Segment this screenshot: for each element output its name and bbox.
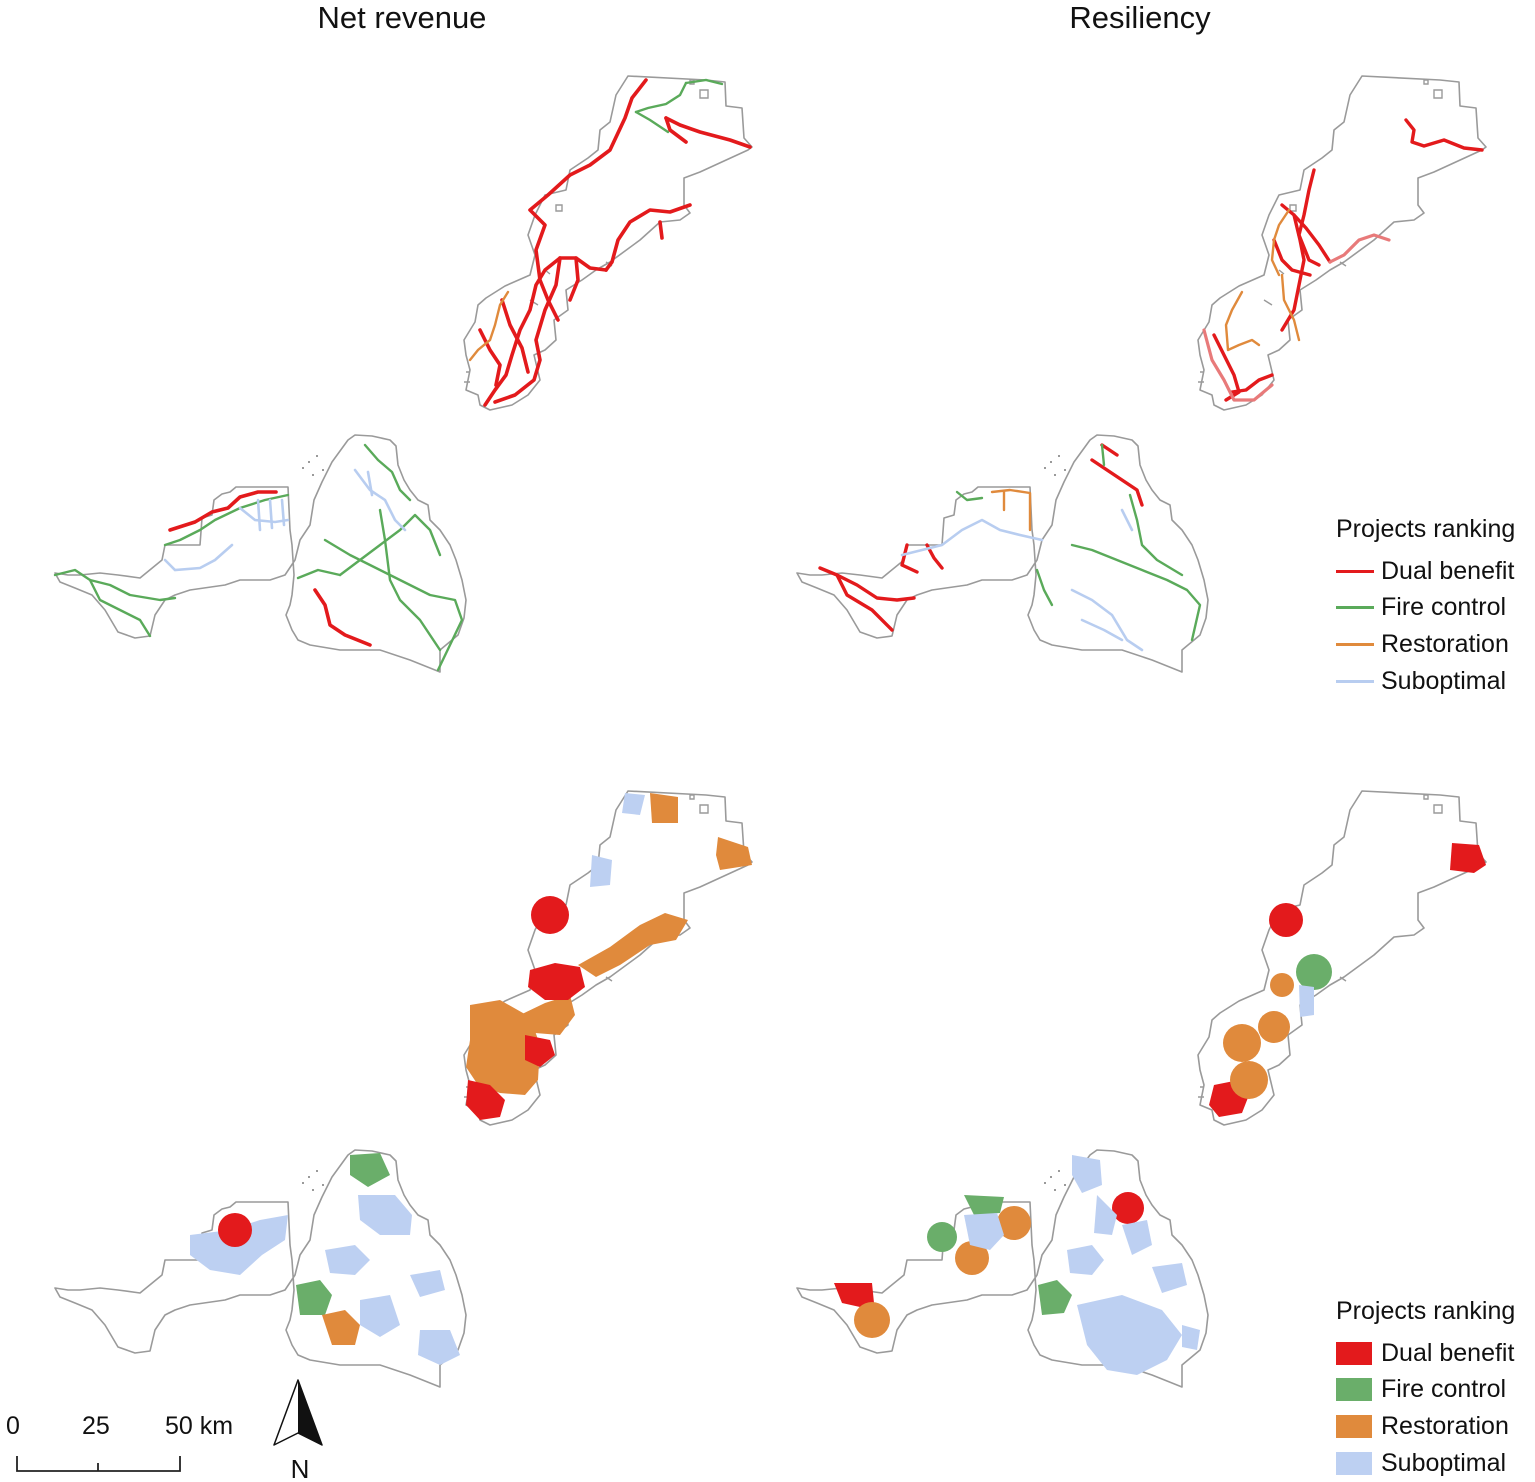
scale-label-0: 0 (6, 1412, 20, 1440)
title-resiliency: Resiliency (1069, 0, 1211, 35)
legend-areas: Projects ranking Dual benefit Fire contr… (1336, 1297, 1535, 1481)
legend-areas-label: Suboptimal (1381, 1448, 1507, 1477)
legend-areas-label: Dual benefit (1381, 1338, 1515, 1367)
legend-roads-item-suboptimal: Suboptimal (1336, 663, 1535, 700)
dual-benefit-line-swatch (1336, 569, 1374, 573)
map-net-revenue-areas (463, 790, 753, 1126)
restoration-fill-swatch (1336, 1414, 1372, 1438)
north-arrow-icon: N (273, 1379, 323, 1482)
legend-areas-label: Fire control (1381, 1375, 1507, 1404)
suboptimal-line-swatch (1336, 679, 1374, 683)
map-resiliency-areas (1197, 790, 1487, 1126)
scale-bar: 0 25 50 km (0, 1408, 260, 1482)
fire-control-line-swatch (1336, 606, 1374, 610)
scale-bar-line (16, 1456, 181, 1472)
legend-roads-item-fire-control: Fire control (1336, 590, 1535, 627)
suboptimal-fill-swatch (1336, 1451, 1372, 1475)
restoration-line-swatch (1336, 642, 1374, 646)
fire-control-fill-swatch (1336, 1378, 1372, 1402)
north-label: N (291, 1454, 310, 1482)
legend-roads-label: Fire control (1381, 593, 1507, 622)
legend-areas-item-dual-benefit: Dual benefit (1336, 1335, 1535, 1372)
scale-label-50: 50 km (165, 1412, 234, 1440)
map-resiliency-areas-south (796, 1149, 1209, 1388)
legend-roads-title: Projects ranking (1336, 515, 1516, 543)
legend-areas-item-restoration: Restoration (1336, 1408, 1535, 1445)
map-net-revenue-areas-south (54, 1149, 467, 1388)
dual-benefit-fill-swatch (1336, 1341, 1372, 1365)
legend-areas-item-fire-control: Fire control (1336, 1372, 1535, 1409)
map-resiliency-roads (1197, 75, 1487, 411)
legend-roads-label: Restoration (1381, 629, 1509, 658)
legend-areas-item-suboptimal: Suboptimal (1336, 1445, 1535, 1482)
map-net-revenue-roads (463, 75, 753, 411)
scale-label-25: 25 (82, 1412, 110, 1440)
legend-areas-label: Restoration (1381, 1411, 1509, 1440)
title-net-revenue: Net revenue (317, 0, 487, 35)
legend-areas-title: Projects ranking (1336, 1297, 1516, 1325)
legend-roads-label: Dual benefit (1381, 556, 1515, 585)
legend-roads-item-dual-benefit: Dual benefit (1336, 553, 1535, 590)
map-resiliency-roads-south (796, 434, 1209, 673)
legend-roads: Projects ranking Dual benefit Fire contr… (1336, 515, 1535, 699)
map-net-revenue-roads-south (53, 434, 467, 673)
legend-roads-item-restoration: Restoration (1336, 626, 1535, 663)
legend-roads-label: Suboptimal (1381, 666, 1507, 695)
